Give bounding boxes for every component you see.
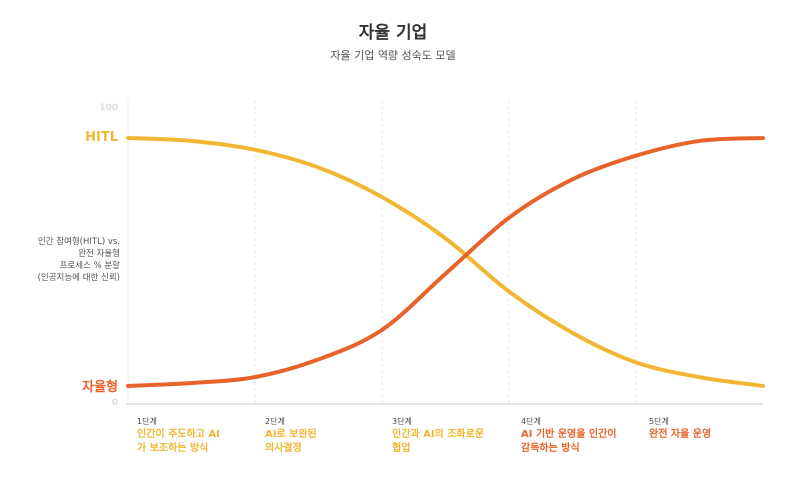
stage-number: 2단계	[265, 417, 285, 426]
stage-description: AI로 보완된 의사결정	[265, 429, 317, 454]
stage-5: 5단계 완전 자율 운영	[649, 417, 774, 442]
series-line-autonomous	[126, 136, 765, 388]
stage-2: 2단계 AI로 보완된 의사결정	[265, 417, 390, 456]
stage-description: 인간이 주도하고 AI 가 보조하는 방식	[137, 429, 220, 454]
stage-number: 5단계	[649, 417, 669, 426]
series-label-hitl: HITL	[85, 130, 118, 145]
chart-subtitle: 자율 기업 역량 성숙도 모델	[330, 49, 456, 62]
stage-4: 4단계 AI 기반 운영을 인간이 감독하는 방식	[521, 417, 651, 456]
y-tick-bottom: 0	[112, 398, 118, 408]
y-axis-label-line: 인간 참여형(HITL) vs.	[37, 237, 120, 247]
chart-title: 자율 기업	[358, 23, 428, 43]
y-axis-label: 인간 참여형(HITL) vs. 완전 자율형 프로세스 % 분할 (인공지능에…	[10, 236, 120, 284]
stage-number: 3단계	[392, 417, 412, 426]
stage-description: 완전 자율 운영	[649, 429, 712, 440]
stage-1: 1단계 인간이 주도하고 AI 가 보조하는 방식	[137, 417, 262, 456]
stage-description: AI 기반 운영을 인간이 감독하는 방식	[521, 429, 617, 454]
stage-description: 인간과 AI의 조화로운 협업	[392, 429, 485, 454]
stage-number: 4단계	[521, 417, 541, 426]
y-axis-label-line: 프로세스 % 분할	[59, 261, 120, 271]
series-label-autonomous: 자율형	[82, 380, 118, 395]
stage-3: 3단계 인간과 AI의 조화로운 협업	[392, 417, 522, 456]
stage-number: 1단계	[137, 417, 157, 426]
y-axis-label-line: (인공지능에 대한 신뢰)	[37, 273, 120, 283]
series-line-hitl	[126, 136, 765, 388]
y-axis-label-line: 완전 자율형	[78, 249, 120, 259]
y-tick-top: 100	[99, 103, 118, 113]
